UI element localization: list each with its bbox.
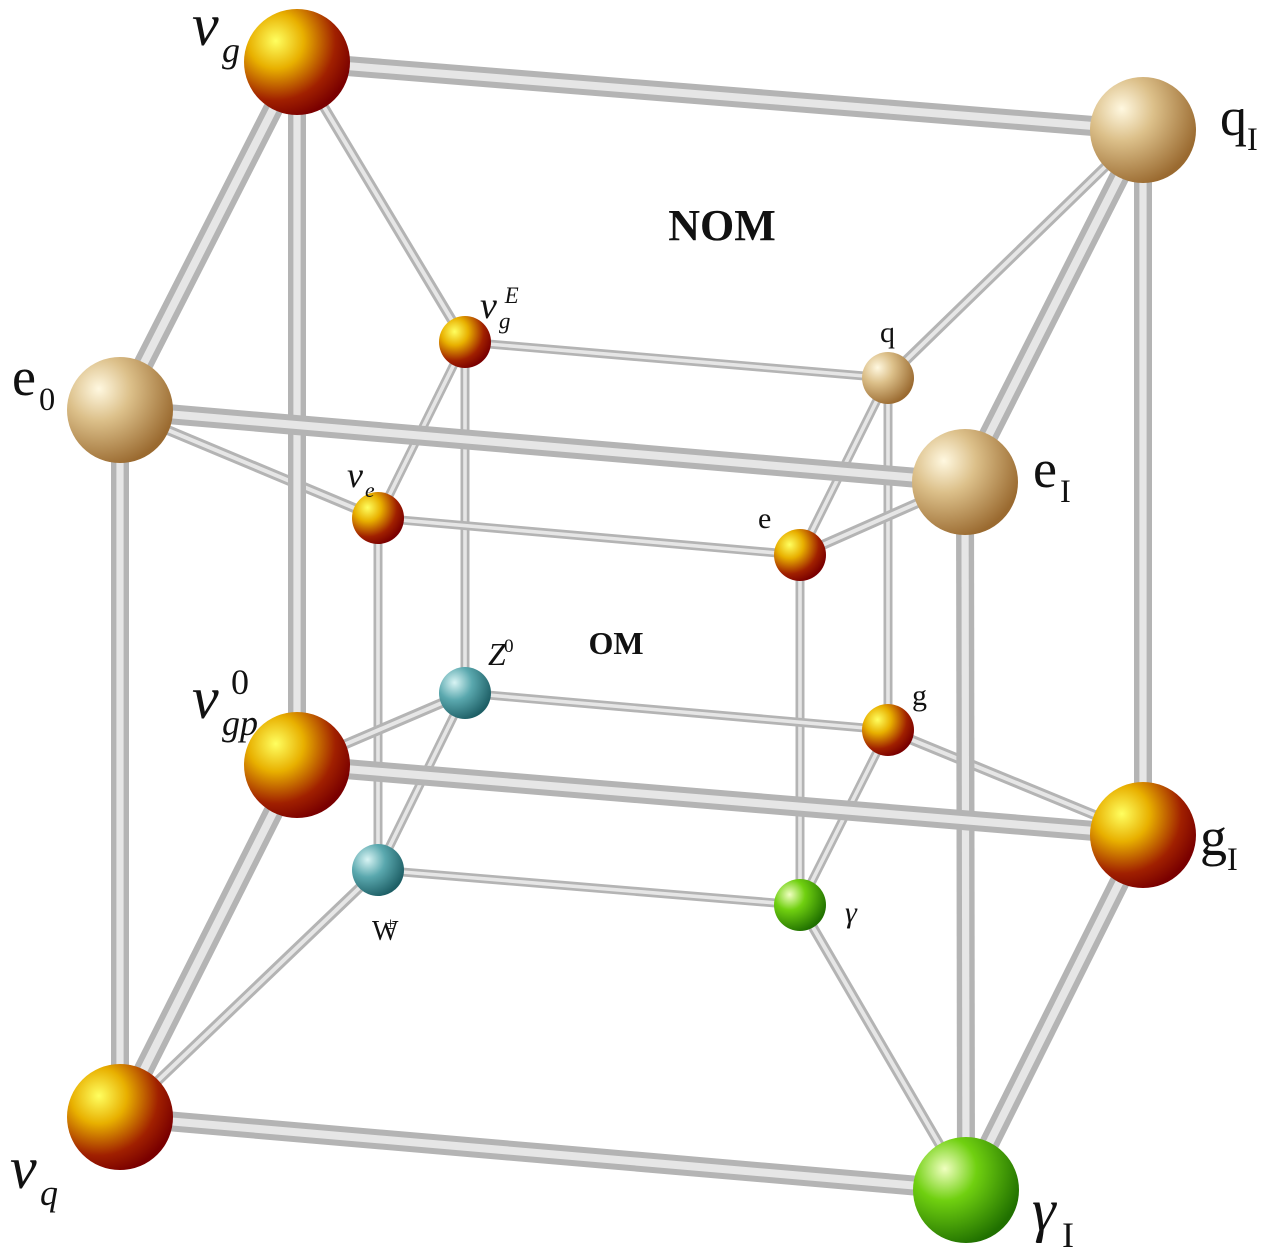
- sphere: [67, 1064, 173, 1170]
- label-sub: g: [499, 309, 510, 334]
- edge-highlight: [798, 903, 968, 1192]
- node-label: g: [912, 679, 927, 712]
- edge-highlight: [464, 340, 889, 380]
- edge-highlight: [295, 60, 467, 344]
- node-label: q: [880, 316, 895, 349]
- edges: [111, 52, 1152, 1200]
- sphere: [774, 529, 826, 581]
- label-sup: ±: [386, 914, 395, 933]
- edge-highlight: [116, 763, 301, 1119]
- label-sub: 0: [39, 382, 55, 418]
- node-label: γ: [845, 896, 858, 929]
- edge-highlight: [962, 833, 1147, 1192]
- label-base: e: [1033, 439, 1057, 499]
- sphere: [244, 9, 350, 115]
- edge-highlight: [118, 868, 380, 1119]
- node-label: ν: [480, 285, 497, 327]
- sphere: [912, 429, 1018, 535]
- label-sub: q: [40, 1173, 58, 1213]
- inner-title: OM: [588, 625, 643, 661]
- label-base: ν: [10, 1135, 37, 1201]
- label-base: ν: [192, 0, 219, 58]
- edge-highlight: [464, 691, 889, 732]
- label-sub: I: [1062, 1215, 1074, 1251]
- label-base: γ: [1032, 1177, 1057, 1243]
- label-base: ν: [480, 285, 497, 327]
- edge-highlight: [116, 60, 301, 412]
- sphere: [244, 712, 350, 818]
- label-base: g: [912, 679, 927, 712]
- label-sup: E: [504, 283, 519, 308]
- sphere: [352, 492, 404, 544]
- node-label: ν: [192, 665, 219, 731]
- label-base: g: [1200, 807, 1227, 867]
- node-label: q: [1220, 87, 1247, 147]
- node-label: e: [758, 502, 771, 535]
- sphere: [439, 667, 491, 719]
- edge-highlight: [377, 868, 801, 907]
- label-sub: I: [1060, 474, 1071, 510]
- sphere: [352, 844, 404, 896]
- sphere: [439, 316, 491, 368]
- node-label: ν: [192, 0, 219, 58]
- sphere: [862, 352, 914, 404]
- label-base: Z: [488, 636, 507, 672]
- sphere: [913, 1137, 1019, 1243]
- edge-highlight: [961, 128, 1147, 484]
- edge-highlight: [296, 58, 1144, 134]
- edge-highlight: [119, 406, 966, 486]
- node-label: Z: [488, 636, 507, 672]
- edge-highlight: [961, 481, 970, 1191]
- label-base: q: [1220, 87, 1247, 147]
- label-base: W: [372, 916, 399, 947]
- label-sup: 0: [231, 662, 249, 702]
- edge-highlight: [296, 761, 1144, 839]
- sphere: [1090, 782, 1196, 888]
- label-base: ν: [192, 665, 219, 731]
- sphere: [1090, 77, 1196, 183]
- edge-highlight: [377, 516, 801, 557]
- node-label: W: [372, 916, 399, 947]
- spheres: [67, 9, 1196, 1243]
- outer-title: NOM: [668, 201, 776, 250]
- label-base: e: [758, 502, 771, 535]
- node-label: e: [1033, 439, 1057, 499]
- label-sub: I: [1227, 842, 1238, 878]
- label-base: ν: [347, 455, 363, 495]
- label-sub: g: [222, 30, 240, 70]
- node-label: e: [12, 347, 36, 407]
- label-base: e: [12, 347, 36, 407]
- label-sub: I: [1247, 122, 1258, 158]
- edge-highlight: [119, 1113, 967, 1194]
- sphere: [862, 704, 914, 756]
- label-sub: gp: [222, 703, 258, 743]
- node-label: g: [1200, 807, 1227, 867]
- label-sub: e: [365, 478, 375, 502]
- label-base: γ: [845, 896, 858, 929]
- sphere: [774, 879, 826, 931]
- node-label: ν: [347, 455, 363, 495]
- node-label: γ: [1032, 1177, 1057, 1243]
- label-sup: 0: [504, 636, 514, 657]
- sphere: [67, 357, 173, 463]
- edge-highlight: [886, 128, 1145, 380]
- label-base: q: [880, 316, 895, 349]
- node-label: ν: [10, 1135, 37, 1201]
